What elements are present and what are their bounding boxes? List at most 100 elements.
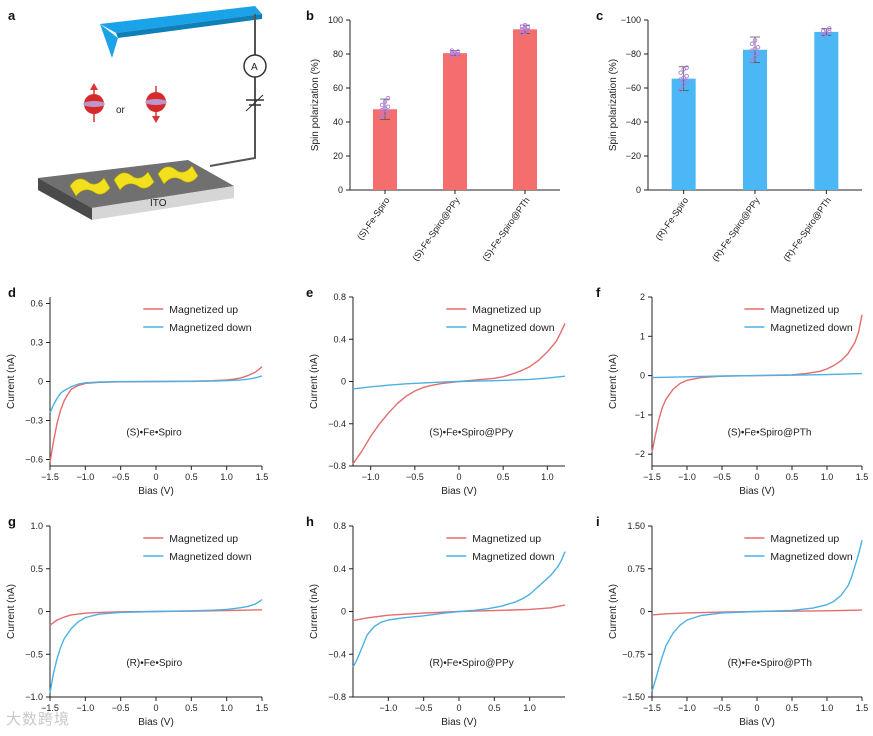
bar (373, 109, 397, 190)
legend-label-down: Magnetized down (472, 322, 554, 334)
y-axis-label: Current (nA) (608, 354, 619, 409)
x-tick-label: 0.5 (185, 703, 198, 713)
data-point (379, 114, 385, 120)
data-point (684, 73, 689, 79)
x-tick-label: 0.5 (786, 703, 799, 713)
y-tick-label: −0.8 (328, 692, 346, 702)
x-tick-label: −0.5 (406, 472, 424, 482)
y-tick-label: 0.75 (627, 564, 645, 574)
x-tick-label: 1.0 (821, 703, 834, 713)
legend-label-down: Magnetized down (169, 551, 251, 563)
data-point (525, 25, 531, 30)
data-point (681, 82, 686, 87)
y-tick-label: 0.3 (30, 338, 43, 348)
x-tick-label: 1.5 (256, 703, 269, 713)
data-point (755, 44, 761, 50)
x-category-label: (R)-Fe-Spiro@PPy (710, 195, 762, 263)
x-category-label: (S)-Fe-Spiro@PPy (410, 195, 462, 263)
bar (814, 31, 839, 191)
y-tick-label: −40 (626, 117, 641, 127)
x-tick-label: −1.0 (362, 472, 380, 482)
y-tick-label: 0 (338, 185, 343, 195)
panel-letter-d: d (8, 285, 16, 300)
y-axis-label: Spin polarization (%) (608, 59, 619, 151)
x-tick-label: −0.5 (713, 703, 731, 713)
y-tick-label: −2 (635, 449, 645, 459)
x-tick-label: 1.0 (220, 703, 233, 713)
x-tick-label: −1.5 (643, 703, 661, 713)
data-point (684, 65, 689, 70)
x-category-label: (R)-Fe-Spiro@PTh (781, 195, 833, 263)
y-tick-label: 0 (38, 377, 43, 387)
y-tick-label: 0 (341, 377, 346, 387)
legend-label-up: Magnetized up (770, 533, 839, 545)
schematic-panel: a A or (8, 6, 267, 220)
panel-letter-h: h (306, 514, 314, 529)
x-category-label: (R)-Fe-Spiro (653, 195, 690, 242)
y-tick-label: −100 (621, 15, 641, 25)
y-tick-label: 0 (341, 607, 346, 617)
x-tick-label: −1.0 (379, 703, 397, 713)
y-axis-label: Current (nA) (309, 584, 320, 639)
panel-letter-c: c (596, 8, 603, 23)
series-line-down (49, 598, 263, 693)
afm-cantilever-side (116, 14, 262, 38)
x-tick-label: 0.5 (497, 472, 510, 482)
circuit-wire (209, 14, 256, 167)
legend-label-up: Magnetized up (472, 533, 541, 545)
afm-tip (100, 24, 118, 58)
y-tick-label: −1 (635, 410, 645, 420)
x-tick-label: 1.0 (821, 472, 834, 482)
chart-c: c 0 −20 −40 −60 −80 −100 Spin polarization (%) (… (596, 8, 862, 263)
y-axis-label: Current (nA) (309, 354, 320, 409)
data-point (752, 55, 758, 60)
y-tick-label: 60 (333, 83, 343, 93)
sample-annotation: (R)•Fe•Spiro@PTh (728, 658, 812, 669)
y-tick-label: 2 (640, 292, 645, 302)
y-tick-label: 0.8 (333, 521, 346, 531)
data-point (385, 104, 391, 109)
y-axis-label: Spin polarization (%) (310, 59, 321, 151)
y-tick-label: 40 (333, 117, 343, 127)
x-tick-label: 1.5 (856, 472, 869, 482)
y-tick-label: −0.3 (25, 416, 43, 426)
y-tick-label: 1 (640, 331, 645, 341)
series-line-down (352, 551, 566, 668)
y-tick-label: 0.4 (333, 564, 346, 574)
x-tick-label: 1.5 (256, 472, 269, 482)
ito-substrate-side (38, 178, 92, 220)
y-tick-label: 0.8 (333, 292, 346, 302)
y-tick-label: 0 (636, 185, 641, 195)
data-point (684, 78, 689, 84)
chart-d: d −0.6 −0.3 0 0.3 0.6 Current (nA) −1.5 −1.0 −0.5… (6, 285, 268, 497)
y-tick-label: −1.0 (25, 692, 43, 702)
y-tick-label: −20 (626, 151, 641, 161)
sample-annotation: (R)•Fe•Spiro@PPy (429, 658, 513, 669)
sample-annotation: (S)•Fe•Spiro (126, 428, 182, 439)
y-axis-label: Current (nA) (6, 354, 17, 409)
chiral-molecule-film (69, 165, 199, 197)
y-tick-label: 1.0 (30, 521, 43, 531)
chart-b: b 0 20 40 60 80 100 Spin polarization (%) (S)-Fe… (306, 8, 560, 263)
bar (671, 78, 696, 190)
panel-letter-b: b (306, 8, 314, 23)
sample-annotation: (S)•Fe•Spiro@PPy (429, 428, 513, 439)
y-tick-label: −0.8 (328, 461, 346, 471)
legend-label-down: Magnetized down (770, 322, 852, 334)
data-point (755, 51, 761, 57)
ito-label: ITO (150, 198, 167, 209)
x-tick-label: −1.0 (76, 703, 94, 713)
y-tick-label: 100 (328, 15, 343, 25)
x-tick-label: 0 (456, 703, 461, 713)
x-tick-label: 0 (153, 472, 158, 482)
legend-label-up: Magnetized up (169, 533, 238, 545)
x-tick-label: −0.5 (415, 703, 433, 713)
data-point (455, 49, 461, 54)
x-tick-label: 0 (754, 472, 759, 482)
ito-substrate-front (92, 186, 234, 220)
chart-h: h −0.8 −0.4 0 0.4 0.8 Current (nA) −1.0 −0.5 0 0.5… (306, 514, 566, 728)
panel-letter-i: i (596, 514, 600, 529)
y-tick-label: −0.6 (25, 455, 43, 465)
